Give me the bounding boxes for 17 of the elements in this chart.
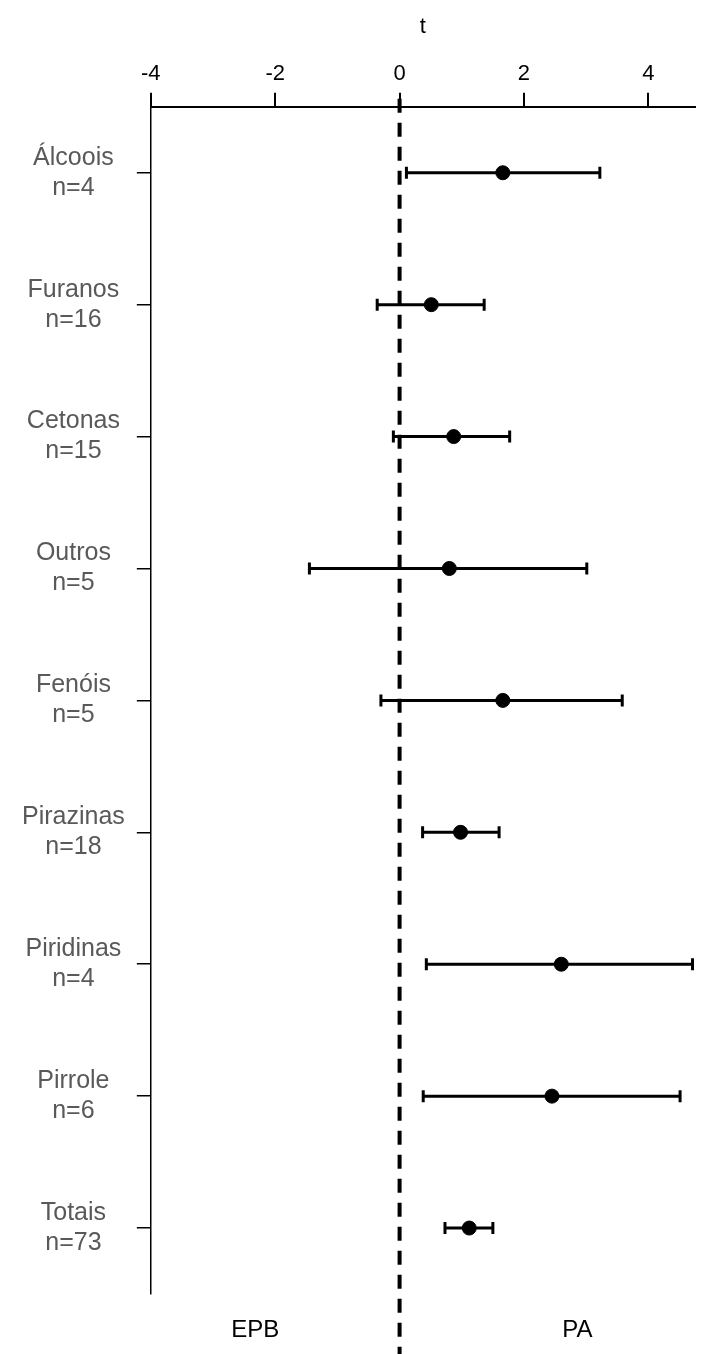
y-tick-label: Totais n=73: [40, 1196, 107, 1255]
x-tick-label: 2: [517, 59, 531, 85]
x-tick-label: -4: [141, 59, 161, 85]
annotation: EPB: [231, 1314, 280, 1342]
x-tick-label: -2: [265, 59, 285, 85]
y-tick-label: Furanos n=16: [27, 273, 120, 332]
x-axis-title: t: [419, 13, 426, 39]
y-tick-label: Cetonas n=15: [26, 405, 120, 464]
annotation: PA: [562, 1314, 593, 1342]
x-tick-label: 4: [642, 59, 655, 85]
y-tick-label: Fenóis n=5: [35, 669, 111, 728]
y-tick-label: Piridinas n=4: [25, 933, 122, 992]
y-tick-label: Álcoois n=4: [33, 141, 114, 200]
y-tick-label: Pirrole n=6: [37, 1065, 110, 1124]
x-tick-label: 0: [393, 59, 406, 85]
y-tick-label: Pirazinas n=18: [22, 801, 125, 860]
y-tick-label: Outros n=5: [35, 537, 111, 596]
